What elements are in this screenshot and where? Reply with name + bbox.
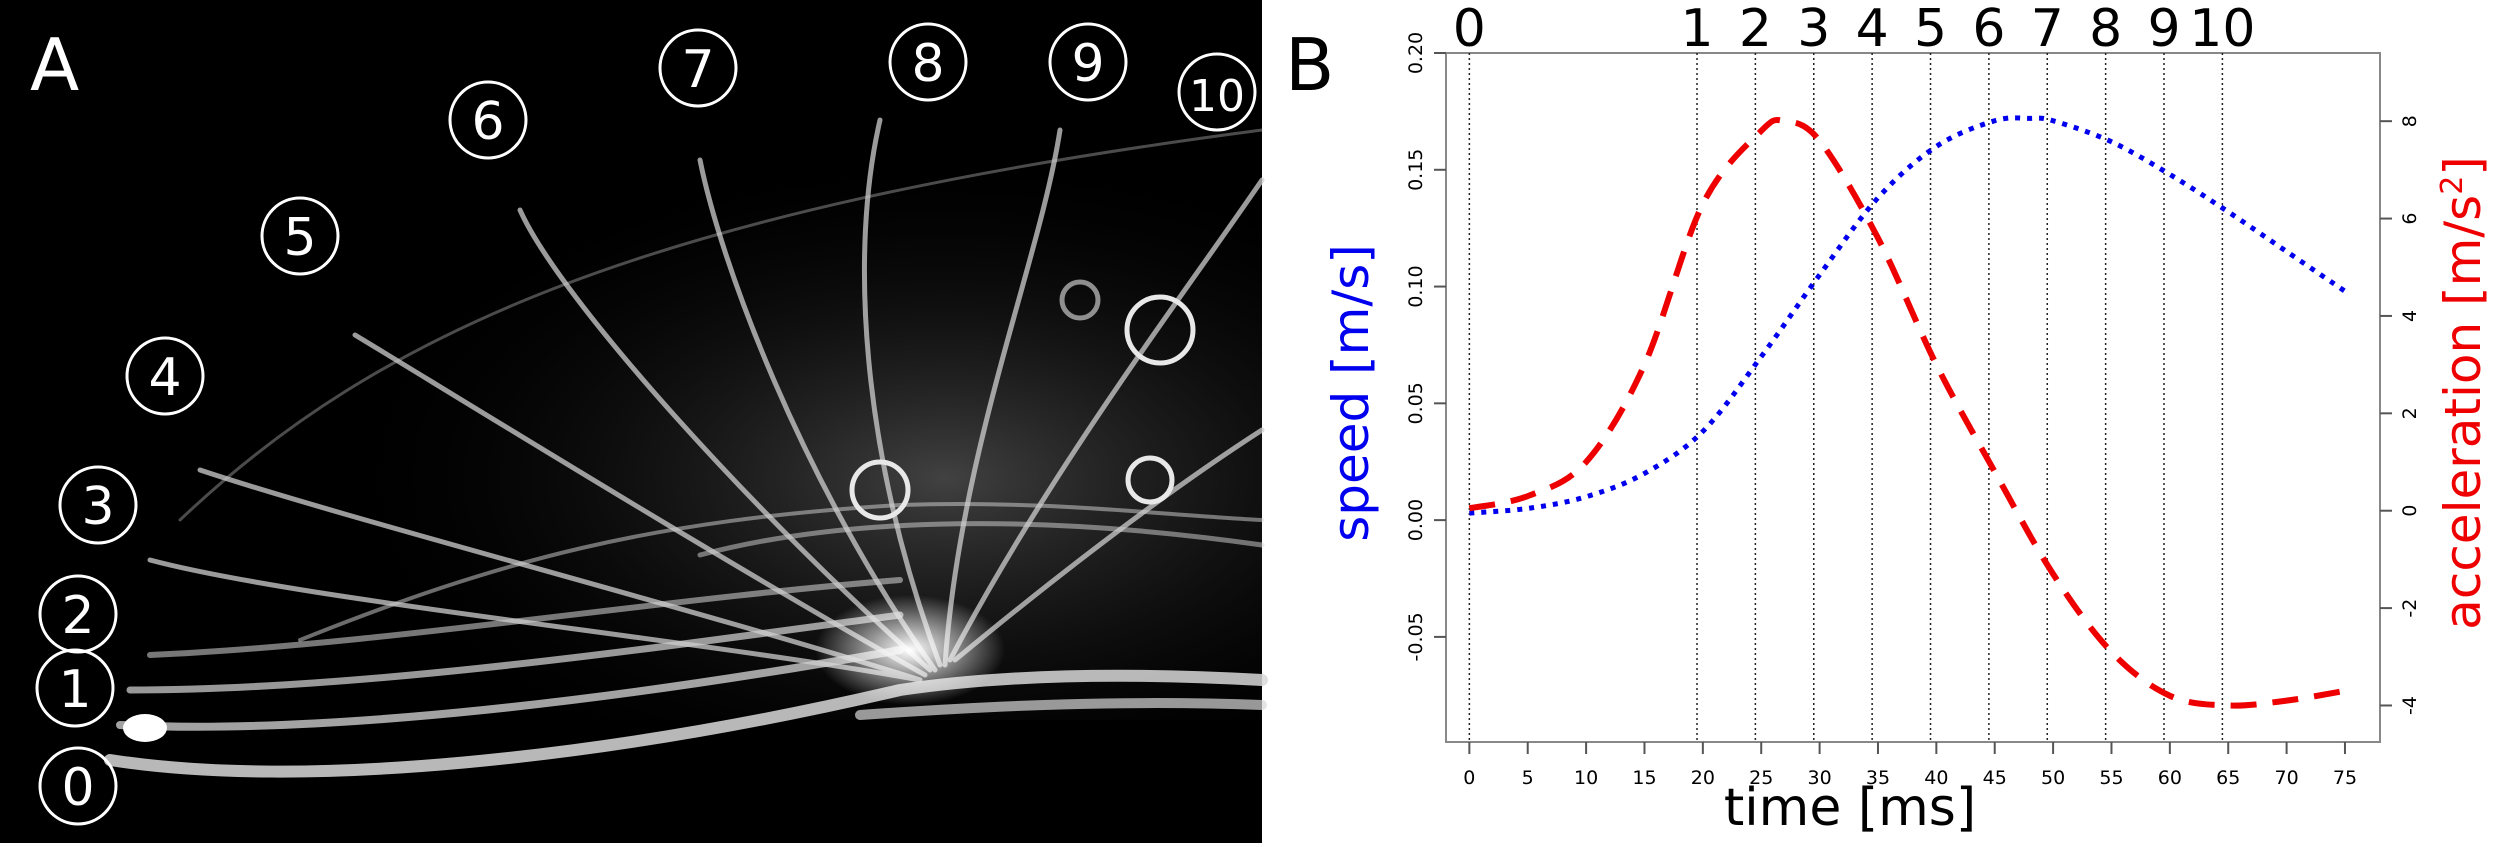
x-axis: 0 5 10 15 20 25 30 35 40 45 50 55 60 65 70 75 [1463,742,2357,789]
frame-marker-label: 6 [471,92,504,152]
y-right-tick-label: -2 [2399,599,2421,618]
frame-marker-label: 5 [283,208,316,268]
frame-time-label: 1 [1680,0,1713,59]
bubbles [849,279,1196,521]
x-tick-label: 70 [2275,767,2299,789]
series-speed-line [1469,115,2347,516]
x-tick-label: 0 [1463,767,1475,789]
frame-time-label: 8 [2089,0,2122,59]
y-right-tick-label: 0 [2399,505,2421,517]
x-tick-label: 25 [1749,767,1773,789]
frame-marker-label: 4 [148,348,181,408]
bell-shadow [130,115,1262,720]
bell-rims [104,128,1268,778]
frame-time-label: 3 [1797,0,1830,59]
frame-marker-circle [1177,52,1257,132]
y-axis-right: -4 -2 0 2 4 6 8 [2380,115,2421,715]
frame-time-label: 7 [2031,0,2064,59]
frame-time-label: 5 [1914,0,1947,59]
series-acceleration-line [1468,116,2346,709]
y-left-tick-label: 0.05 [1405,382,1427,424]
hinge-highlight [815,595,1005,705]
frame-marker-circle [35,648,115,728]
frame-time-label: 2 [1739,0,1772,59]
y-axis-right-label-end: ] [2434,156,2492,176]
frame-marker-circle [448,80,528,160]
x-tick-label: 75 [2333,767,2357,789]
y-axis-right-label: acceleration [m/s2] [2434,156,2492,630]
x-tick-label: 60 [2158,767,2182,789]
y-axis-left: -0.05 0.00 0.05 0.10 0.15 0.20 [1405,32,1446,661]
frame-marker-label: 2 [61,586,94,646]
y-right-tick-label: 2 [2399,407,2421,419]
y-left-tick-label: -0.05 [1405,612,1427,661]
frame-marker-label: 0 [61,758,94,818]
x-tick-label: 40 [1924,767,1948,789]
frame-lines: 0 1 2 3 4 5 6 7 8 9 10 [1453,0,2255,742]
panel-label-a: A [30,23,79,107]
y-right-tick-label: -4 [2399,696,2421,715]
plot-frame [1445,52,2381,743]
y-axis-right-label-main: acceleration [m/s [2434,195,2492,630]
frame-time-label: 10 [2189,0,2255,59]
x-tick-label: 30 [1808,767,1832,789]
x-axis-label: time [ms] [1724,778,1976,838]
frame-marker-circle [38,574,118,654]
x-tick-label: 35 [1866,767,1890,789]
frame-marker-label: 8 [911,34,944,94]
chart-panel: B 0 1 2 3 4 5 6 7 8 9 10 0 5 10 15 20 25 30 35 40 45 50 55 60 6… [1285,0,2492,838]
frame-marker-circle [58,465,138,545]
jellyfish-photo: 0 1 2 3 4 5 6 7 8 9 10 A [0,0,1268,843]
panel-label-b: B [1285,23,1334,107]
y-left-tick-label: 0.00 [1405,499,1427,541]
frame-time-label: 6 [1972,0,2005,59]
frame-time-label: 4 [1856,0,1889,59]
x-tick-label: 65 [2216,767,2240,789]
frame-marker-circle [125,336,205,416]
y-right-tick-label: 8 [2399,115,2421,127]
frame-marker-label: 3 [81,477,114,537]
x-tick-label: 10 [1574,767,1598,789]
frame-markers: 0 1 2 3 4 5 6 7 8 9 10 [35,22,1257,826]
frame-time-label: 9 [2147,0,2180,59]
y-left-tick-label: 0.20 [1405,32,1427,74]
frame-marker-circle [1048,22,1128,102]
frame-marker-circle [38,746,118,826]
frame-marker-label: 10 [1189,71,1245,122]
frame-marker-label: 7 [681,40,714,100]
frame-marker-circle [658,28,738,108]
x-tick-label: 15 [1632,767,1656,789]
frame-marker-circle [888,22,968,102]
x-tick-label: 5 [1522,767,1534,789]
frame-time-label: 0 [1453,0,1486,59]
y-right-tick-label: 4 [2399,310,2421,322]
x-tick-label: 20 [1691,767,1715,789]
y-left-tick-label: 0.15 [1405,149,1427,191]
x-tick-label: 50 [2041,767,2065,789]
bright-tip [123,714,167,742]
frame-marker-circle [260,196,340,276]
frame-marker-label: 9 [1071,34,1104,94]
y-left-tick-label: 0.10 [1405,265,1427,307]
x-tick-label: 45 [1983,767,2007,789]
y-axis-right-label-sup: 2 [2435,176,2470,195]
y-axis-left-label: speed [m/s] [1322,244,1380,542]
y-right-tick-label: 6 [2399,213,2421,225]
x-tick-label: 55 [2099,767,2123,789]
frame-marker-label: 1 [58,660,91,720]
series-layer [1468,115,2347,709]
